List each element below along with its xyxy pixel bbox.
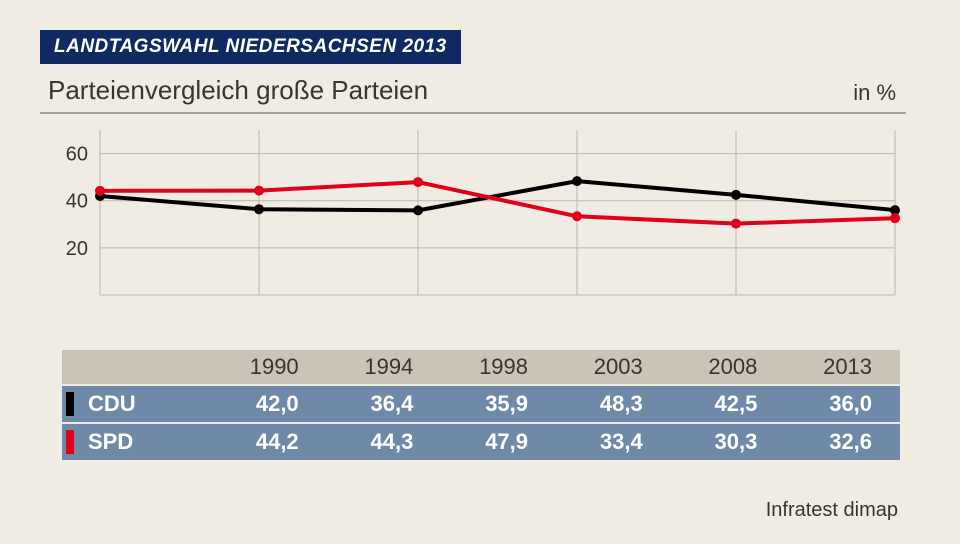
page-root: LANDTAGSWAHL NIEDERSACHSEN 2013 Parteien… (0, 0, 960, 544)
table-cell: 47,9 (441, 429, 556, 455)
table-cell: 35,9 (441, 391, 556, 417)
table-cell: 42,5 (671, 391, 786, 417)
table-cell: 36,4 (327, 391, 442, 417)
chart-series (95, 176, 900, 228)
y-tick-label: 20 (66, 238, 88, 260)
subtitle-underline (40, 112, 906, 114)
table-row: SPD 44,244,347,933,430,332,6 (62, 422, 900, 460)
unit-label: in % (853, 80, 896, 106)
table-cell: 44,2 (212, 429, 327, 455)
table-header-year: 1994 (327, 354, 442, 380)
table-header-year: 1998 (441, 354, 556, 380)
series-swatch-spd (66, 430, 74, 454)
series-marker-spd (731, 219, 741, 229)
series-line-spd (100, 182, 895, 223)
data-table: 199019941998200320082013 CDU 42,036,435,9… (62, 350, 900, 460)
series-marker-spd (95, 186, 105, 196)
table-row: CDU 42,036,435,948,342,536,0 (62, 384, 900, 422)
table-cell: 33,4 (556, 429, 671, 455)
series-marker-spd (413, 177, 423, 187)
table-cell: 44,3 (327, 429, 442, 455)
series-name: CDU (88, 391, 136, 417)
table-header-year: 2008 (671, 354, 786, 380)
table-cell: 48,3 (556, 391, 671, 417)
series-marker-cdu (731, 190, 741, 200)
series-swatch-cdu (66, 392, 74, 416)
series-marker-spd (254, 186, 264, 196)
series-marker-cdu (413, 205, 423, 215)
y-tick-label: 40 (66, 191, 88, 213)
source-attribution: Infratest dimap (766, 499, 898, 522)
y-tick-label: 60 (66, 144, 88, 166)
line-chart: 20 40 60 (40, 120, 910, 340)
table-cell: 42,0 (212, 391, 327, 417)
chart-grid (100, 130, 895, 295)
table-header-row: 199019941998200320082013 (62, 350, 900, 384)
table-cell: 36,0 (785, 391, 900, 417)
subtitle: Parteienvergleich große Parteien (48, 75, 428, 106)
page-title-bar: LANDTAGSWAHL NIEDERSACHSEN 2013 (40, 30, 461, 64)
series-marker-cdu (572, 176, 582, 186)
table-header-year: 2013 (785, 354, 900, 380)
table-cell: 32,6 (785, 429, 900, 455)
page-title-text: LANDTAGSWAHL NIEDERSACHSEN 2013 (54, 36, 447, 58)
series-marker-spd (890, 213, 900, 223)
series-name: SPD (88, 429, 133, 455)
table-row-label: SPD (62, 429, 212, 455)
table-header-year: 1990 (212, 354, 327, 380)
chart-yticks: 20 40 60 (66, 144, 88, 260)
table-cell: 30,3 (671, 429, 786, 455)
series-line-cdu (100, 181, 895, 210)
table-header-year: 2003 (556, 354, 671, 380)
series-marker-cdu (254, 204, 264, 214)
table-row-label: CDU (62, 391, 212, 417)
series-marker-spd (572, 211, 582, 221)
